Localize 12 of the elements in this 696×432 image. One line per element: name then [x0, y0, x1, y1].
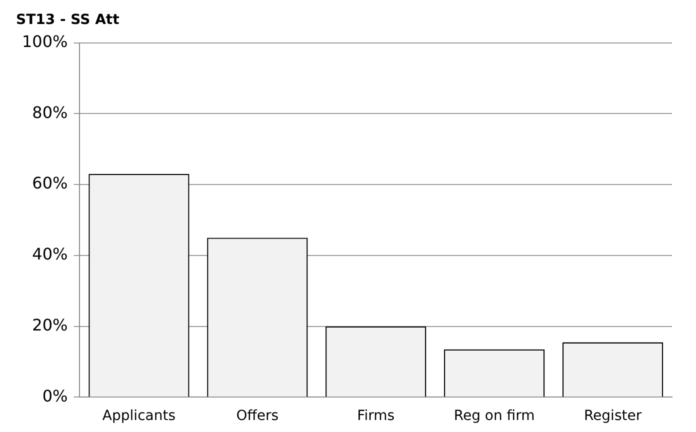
y-tick-label: 100% — [22, 32, 68, 51]
x-tick-label: Offers — [236, 408, 279, 424]
y-tick-label: 20% — [32, 315, 68, 334]
y-tick-label: 40% — [32, 244, 68, 264]
y-tick-label: 60% — [32, 174, 68, 193]
y-tick-label: 80% — [32, 102, 68, 122]
x-tick-label: Applicants — [102, 408, 176, 424]
x-tick-label: Register — [584, 408, 642, 424]
x-tick-label: Reg on firm — [454, 408, 535, 424]
chart-title: ST13 - SS Att — [16, 12, 120, 28]
y-tick-label: 0% — [42, 386, 68, 406]
x-tick-label: Firms — [357, 408, 395, 424]
